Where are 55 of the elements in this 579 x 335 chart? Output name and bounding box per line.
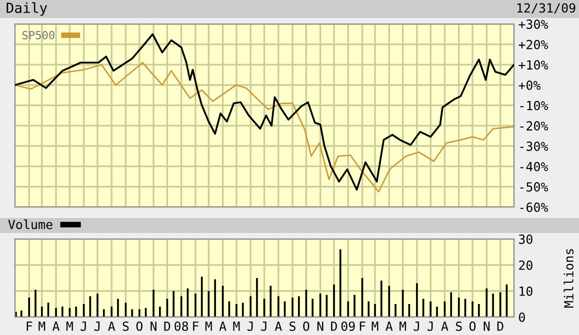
- x-tick-label: M: [38, 322, 46, 331]
- x-tick-label: F: [26, 322, 32, 331]
- x-tick-label: S: [290, 321, 296, 331]
- x-tick-label: O: [136, 321, 142, 331]
- y-tick-label: +0%: [518, 80, 541, 90]
- x-tick-label: A: [274, 322, 282, 331]
- y-tick-label: -20%: [520, 121, 548, 131]
- x-tick-label: S: [456, 321, 462, 331]
- y-tick-label: -40%: [520, 162, 548, 172]
- x-tick-label: J: [80, 322, 86, 331]
- x-tick-label: A: [219, 322, 226, 331]
- x-tick-label: O: [469, 321, 476, 331]
- x-tick-label: D: [331, 322, 337, 331]
- y-tick-label: +20%: [518, 40, 548, 50]
- x-tick-label: N: [484, 322, 490, 331]
- x-tick-label: M: [205, 322, 212, 331]
- x-tick-label: N: [317, 322, 324, 331]
- x-tick-label: N: [150, 322, 156, 331]
- x-tick-label: A: [441, 322, 448, 331]
- x-tick-label: J: [94, 322, 100, 331]
- x-tick-label: O: [303, 321, 310, 331]
- y-tick-label: +10%: [518, 60, 548, 70]
- y-tick-label: -30%: [520, 142, 548, 151]
- y-tick-label: +30%: [518, 20, 548, 29]
- x-tick-label: 08: [174, 321, 188, 331]
- x-tick-label: D: [164, 322, 170, 331]
- x-tick-label: J: [261, 322, 266, 331]
- x-tick-label: J: [248, 322, 253, 331]
- legend-label: Volume: [8, 219, 52, 230]
- y-tick-label: -50%: [520, 182, 548, 192]
- chart-title: Daily: [6, 2, 48, 16]
- y-tick-label: -10%: [520, 100, 548, 110]
- x-tick-label: M: [400, 322, 406, 331]
- x-tick-label: M: [372, 322, 378, 331]
- x-tick-label: F: [360, 322, 366, 331]
- y-tick-label: 30: [519, 234, 532, 244]
- y-axis-title: Millions: [564, 249, 574, 308]
- text: 12/31/09: [517, 3, 576, 14]
- y-tick-label: 10: [520, 286, 532, 296]
- x-tick-label: J: [414, 322, 420, 331]
- y-tick-label: 20: [519, 260, 532, 270]
- x-tick-label: A: [108, 322, 116, 331]
- x-tick-label: 09: [341, 321, 355, 331]
- x-tick-label: F: [193, 322, 198, 331]
- x-tick-label: M: [233, 322, 240, 331]
- x-tick-label: S: [122, 321, 129, 331]
- x-tick-label: A: [52, 322, 60, 331]
- y-tick-label: -60%: [520, 202, 548, 212]
- legend-label: SP500: [22, 30, 54, 40]
- x-tick-label: J: [428, 322, 433, 331]
- line-series: [15, 62, 514, 192]
- y-tick-label: 0: [518, 312, 525, 322]
- x-tick-label: A: [386, 322, 393, 331]
- x-tick-label: D: [497, 322, 504, 331]
- x-tick-label: M: [66, 322, 73, 331]
